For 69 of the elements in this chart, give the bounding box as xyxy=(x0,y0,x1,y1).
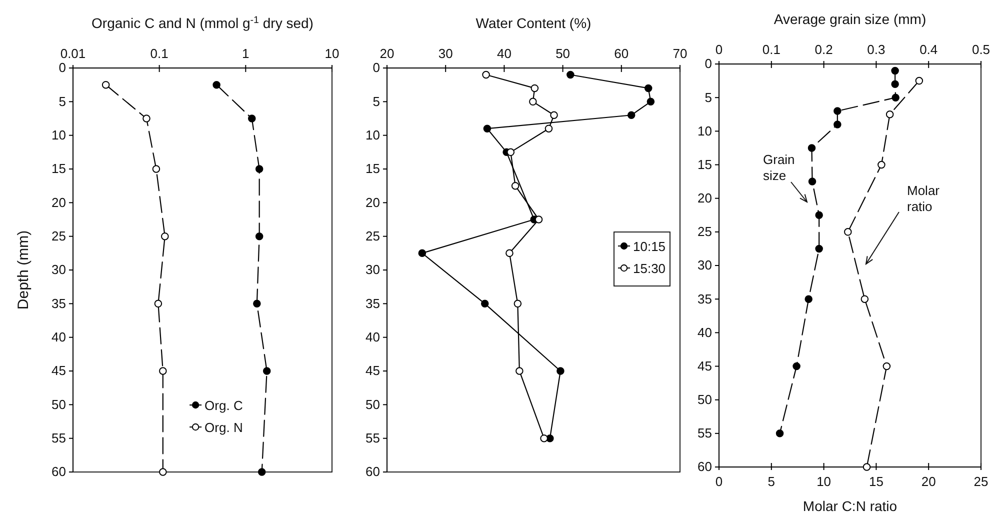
y-tick-label: 5 xyxy=(704,90,712,105)
y-tick-label: 0 xyxy=(58,60,66,76)
y-tick-label: 45 xyxy=(698,358,712,374)
y-tick-label: 45 xyxy=(366,363,380,378)
x-tick-label: 10 xyxy=(816,474,832,490)
x2-tick-label: 0.4 xyxy=(920,42,938,57)
x-tick-label: 70 xyxy=(672,46,688,61)
y-tick-label: 35 xyxy=(698,291,712,306)
y-tick-label: 30 xyxy=(52,262,66,278)
y-tick-label: 0 xyxy=(704,56,712,72)
x-tick-label: 40 xyxy=(496,46,512,61)
y-tick-label: 45 xyxy=(52,363,66,378)
y-tick-label: 15 xyxy=(52,161,66,176)
x2-tick-label: 0.2 xyxy=(814,42,833,57)
y-tick-label: 60 xyxy=(366,464,380,480)
y-tick-label: 20 xyxy=(52,194,66,210)
x-tick-label: 0 xyxy=(715,474,723,490)
y-tick-label: 60 xyxy=(698,459,712,474)
y-tick-label: 35 xyxy=(52,296,66,311)
y-tick-label: 50 xyxy=(52,396,66,412)
y-tick-label: 40 xyxy=(698,324,712,340)
legend-label: Org. C xyxy=(204,398,243,413)
y-tick-label: 25 xyxy=(698,224,712,240)
y-tick-label: 40 xyxy=(366,329,380,344)
x-tick-label: 30 xyxy=(438,46,453,61)
y-tick-label: 15 xyxy=(366,161,380,176)
y-tick-label: 5 xyxy=(58,94,66,109)
x2-tick-label: 0.3 xyxy=(867,42,886,57)
y-tick-label: 25 xyxy=(366,228,380,244)
x-tick-label: 10 xyxy=(324,46,340,61)
y-tick-label: 10 xyxy=(52,127,66,142)
series-label: Grain size xyxy=(763,152,795,183)
y-tick-label: 10 xyxy=(366,127,380,142)
y-tick-label: 5 xyxy=(372,94,380,109)
x-tick-label: 25 xyxy=(974,474,988,490)
x-tick-label: 15 xyxy=(868,474,884,490)
x-tick-label: 50 xyxy=(556,46,570,61)
x-tick-label: 60 xyxy=(614,46,629,61)
y-tick-label: 20 xyxy=(366,194,380,210)
x-tick-label: 5 xyxy=(768,474,776,490)
y-tick-label: 15 xyxy=(698,156,712,172)
x-axis-title: Water Content (%) xyxy=(476,15,592,31)
x-axis-title: Molar C:N ratio xyxy=(802,498,898,514)
y-axis-title: Depth (mm) xyxy=(15,230,32,310)
y-tick-label: 0 xyxy=(372,60,380,76)
y-tick-label: 55 xyxy=(698,426,712,441)
y-tick-label: 30 xyxy=(366,262,380,278)
x-tick-label: 1 xyxy=(242,46,250,61)
x-tick-label: 20 xyxy=(921,474,936,490)
y-tick-label: 40 xyxy=(52,329,66,344)
y-tick-label: 35 xyxy=(366,296,380,311)
y-tick-label: 55 xyxy=(366,430,380,446)
y-tick-label: 55 xyxy=(52,430,66,446)
x-tick-label: 0.01 xyxy=(60,46,86,61)
y-tick-label: 20 xyxy=(698,190,712,206)
y-tick-label: 50 xyxy=(698,392,712,407)
text: Molar ratio xyxy=(907,183,940,214)
y-tick-label: 60 xyxy=(52,464,66,480)
legend-label: Org. N xyxy=(204,420,243,435)
y-tick-label: 25 xyxy=(52,228,66,244)
legend-label: 10:15 xyxy=(633,239,666,254)
x2-tick-label: 0.5 xyxy=(972,42,990,57)
y-tick-label: 30 xyxy=(698,258,712,273)
y-tick-label: 10 xyxy=(698,123,712,138)
x-tick-label: 0.1 xyxy=(150,46,168,61)
legend-label: 15:30 xyxy=(633,261,666,276)
x2-axis-title: Average grain size (mm) xyxy=(774,11,926,27)
x-axis-title: Organic C and N (mmol g$^{-1}$ dry sed) xyxy=(92,14,314,31)
y-tick-label: 50 xyxy=(366,396,380,412)
